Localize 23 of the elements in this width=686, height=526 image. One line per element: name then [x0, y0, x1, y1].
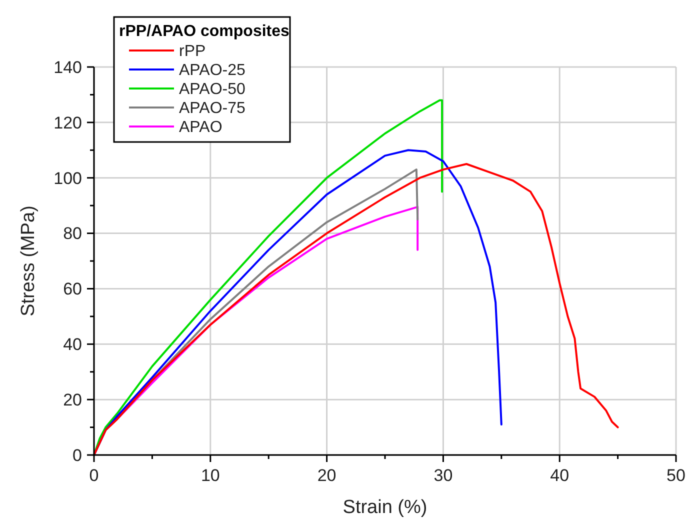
y-tick-label: 100 — [54, 168, 82, 188]
x-tick-label: 0 — [89, 466, 99, 485]
x-axis-title: Strain (%) — [342, 497, 428, 518]
y-axis-title: Stress (MPa) — [18, 206, 39, 316]
y-tick-label: 40 — [63, 335, 82, 354]
y-tick-label: 80 — [63, 224, 82, 244]
legend-label: APAO-50 — [179, 81, 246, 98]
legend-label: rPP — [179, 43, 206, 60]
legend-label: APAO — [179, 119, 222, 136]
line-series — [93, 163, 619, 456]
x-tick-label: 30 — [434, 466, 453, 485]
y-tick-label: 0 — [72, 446, 82, 465]
y-tick-label: 60 — [63, 280, 82, 299]
y-tick-label: 20 — [63, 390, 82, 410]
x-tick-label: 40 — [550, 466, 570, 485]
legend-label: APAO-75 — [179, 100, 246, 118]
x-tick-label: 10 — [200, 466, 220, 485]
x-tick-label: 50 — [666, 466, 686, 485]
y-tick-label: 120 — [54, 113, 82, 132]
x-tick-label: 20 — [317, 466, 336, 485]
y-tick-label: 140 — [54, 58, 82, 77]
legend-label: APAO-25 — [179, 62, 246, 80]
legend-title: rPP/APAO composites — [119, 23, 290, 40]
